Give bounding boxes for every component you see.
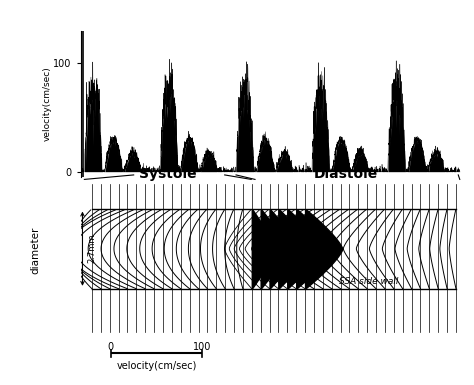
Text: velocity(cm/sec): velocity(cm/sec): [116, 361, 197, 371]
Text: Systole: Systole: [139, 167, 197, 181]
Text: 0: 0: [108, 342, 114, 352]
Text: 2.7mm: 2.7mm: [87, 234, 96, 263]
Y-axis label: velocity(cm/sec): velocity(cm/sec): [43, 67, 52, 141]
Text: SSA side wall: SSA side wall: [339, 276, 399, 286]
Text: 100: 100: [193, 342, 211, 352]
Text: Diastole: Diastole: [314, 167, 378, 181]
Text: diameter: diameter: [30, 226, 40, 274]
